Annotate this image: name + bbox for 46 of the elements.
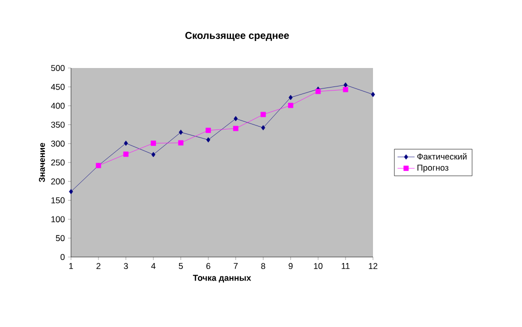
y-tick-label: 400 (50, 102, 65, 109)
x-tick-label: 3 (124, 263, 128, 270)
y-tick-label: 50 (56, 235, 65, 242)
y-tick-label: 250 (51, 160, 65, 166)
point (123, 152, 129, 157)
point (233, 126, 238, 132)
point (260, 112, 266, 118)
point (315, 88, 321, 94)
point (288, 102, 294, 108)
point (261, 125, 266, 130)
x-tick-label: 1 (69, 263, 73, 269)
x-tick-label: 10 (314, 263, 322, 270)
y-tick-label: 300 (51, 140, 65, 147)
x-tick-label: 6 (206, 263, 210, 270)
y-tick-label: 350 (51, 122, 65, 128)
y-tick-label: 500 (51, 65, 65, 72)
x-axis-title: Точка данных (192, 274, 252, 282)
x-tick-label: 8 (261, 263, 266, 270)
y-axis-title: Значение (38, 142, 45, 182)
x-tick-label: 2 (96, 263, 100, 269)
x-tick-label: 11 (342, 263, 350, 269)
point (124, 140, 128, 146)
x-tick-label: 12 (368, 263, 378, 269)
y-tick-label: 0 (60, 254, 65, 260)
y-tick-label: 100 (51, 216, 65, 222)
point (150, 140, 156, 146)
point (344, 82, 348, 88)
point (342, 86, 348, 92)
point (178, 130, 183, 135)
x-tick-label: 4 (151, 263, 156, 269)
legend-label: Прогноз (417, 164, 448, 172)
point (234, 116, 238, 122)
y-tick-label: 150 (51, 197, 65, 204)
x-tick-label: 9 (288, 263, 293, 270)
x-tick-label: 7 (234, 263, 238, 269)
point (151, 152, 156, 158)
y-tick-label: 450 (50, 84, 65, 90)
y-tick-label: 200 (51, 178, 65, 184)
point (206, 128, 211, 133)
x-tick-label: 5 (178, 263, 183, 269)
point (206, 137, 210, 142)
chart-title: Скользящее среднее (185, 32, 289, 41)
point (69, 189, 73, 194)
point (178, 140, 184, 146)
legend-label: Фактический (417, 153, 466, 160)
point (288, 94, 293, 100)
